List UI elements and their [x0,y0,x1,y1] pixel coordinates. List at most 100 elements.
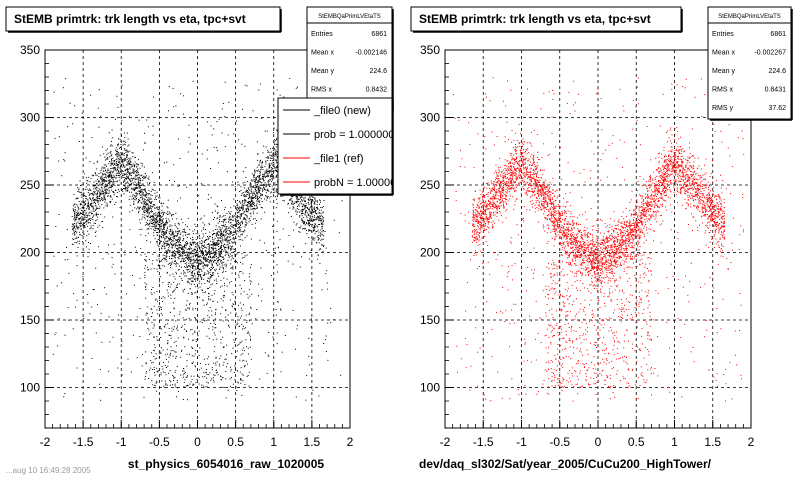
scatter-point [231,216,233,218]
scatter-point [160,312,162,314]
scatter-point [174,246,176,248]
scatter-point [193,252,195,254]
scatter-point [218,244,220,245]
scatter-point [206,266,208,268]
scatter-point [144,198,146,200]
scatter-point [218,235,219,237]
scatter-point [306,233,308,235]
scatter-point [258,190,260,192]
scatter-point [123,174,125,176]
scatter-point [177,241,179,243]
scatter-point [212,272,214,274]
scatter-point [166,256,168,258]
scatter-point [178,246,180,248]
scatter-point [75,214,77,216]
scatter-point [226,241,228,243]
scatter-point [217,230,219,232]
scatter-point [195,259,197,261]
scatter-point [89,228,91,230]
scatter-point [204,291,206,293]
scatter-point [224,224,226,226]
scatter-point [179,313,181,315]
scatter-point [216,218,218,220]
scatter-point [134,164,136,166]
scatter-point [159,225,161,227]
scatter-point [223,224,225,226]
scatter-point [303,220,305,222]
scatter-point [226,228,228,230]
scatter-point [311,212,312,214]
scatter-point [117,184,119,186]
scatter-point [188,249,190,251]
scatter-point [206,335,208,337]
scatter-point [217,222,219,224]
scatter-point [240,195,242,196]
scatter-point [215,232,217,234]
scatter-point [239,236,241,238]
scatter-point [146,207,148,209]
scatter-point [180,261,181,263]
scatter-point [279,94,281,96]
scatter-point [219,268,221,270]
scatter-point [205,246,207,248]
scatter-point [98,224,100,226]
scatter-point [110,173,112,175]
scatter-point [121,154,123,156]
scatter-point [98,180,99,182]
scatter-point [274,155,276,157]
scatter-point [103,193,105,195]
scatter-point [183,95,185,97]
scatter-point [194,259,196,261]
scatter-point [137,174,139,176]
scatter-point [147,224,149,226]
scatter-point [112,171,114,173]
scatter-point [129,150,131,152]
scatter-point [126,150,128,152]
scatter-point [205,264,207,266]
scatter-point [257,170,259,172]
scatter-point [160,241,162,243]
scatter-point [103,195,105,197]
scatter-point [190,257,192,259]
scatter-point [246,215,248,217]
scatter-point [225,218,227,220]
scatter-point [156,208,158,210]
scatter-point [243,257,245,258]
scatter-point [149,206,151,208]
scatter-point [54,334,56,336]
scatter-point [203,257,205,259]
scatter-point [113,161,115,163]
scatter-point [121,173,123,175]
scatter-point [159,327,161,329]
scatter-point [91,192,93,194]
scatter-point [165,259,167,260]
scatter-point [185,304,187,306]
scatter-point [127,163,129,165]
scatter-point [261,184,262,186]
scatter-point [163,235,164,237]
scatter-point [81,213,83,214]
scatter-point [209,286,211,288]
scatter-point [198,274,200,275]
scatter-point [176,239,178,240]
scatter-point [192,252,193,254]
scatter-point [312,239,314,241]
scatter-point [209,276,211,278]
scatter-point [269,167,271,169]
scatter-point [121,148,122,150]
scatter-point [217,234,219,235]
scatter-point [221,216,223,218]
scatter-point [186,281,188,283]
scatter-point [258,175,260,176]
scatter-point [215,362,217,364]
scatter-point [220,342,222,344]
scatter-point [165,223,166,225]
scatter-point [102,190,104,192]
scatter-point [80,223,82,225]
scatter-point [318,239,320,241]
scatter-point [254,172,256,174]
scatter-point [243,203,245,205]
scatter-point [248,200,250,202]
scatter-point [270,183,272,185]
scatter-point [99,206,101,208]
